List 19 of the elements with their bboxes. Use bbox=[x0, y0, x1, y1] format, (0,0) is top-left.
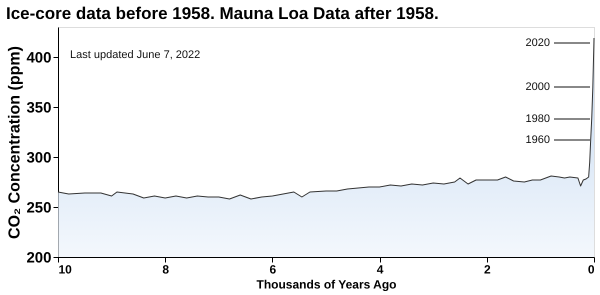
x-tick-label: 10 bbox=[58, 262, 72, 276]
x-tick-label: 4 bbox=[376, 262, 384, 276]
annotation: 2020 bbox=[526, 37, 550, 49]
x-tick-label: 0 bbox=[588, 262, 595, 276]
y-tick-label: 250 bbox=[26, 200, 52, 216]
y-tick-label: 200 bbox=[26, 250, 52, 266]
annotation: 2000 bbox=[526, 81, 550, 93]
y-axis-title: CO₂ Concentration (ppm) bbox=[6, 46, 24, 239]
y-tick-label: 350 bbox=[26, 100, 52, 116]
x-tick-label: 2 bbox=[484, 262, 491, 276]
annotation: 1980 bbox=[526, 113, 550, 125]
y-tick-label: 400 bbox=[26, 50, 52, 66]
x-tick-label: 8 bbox=[162, 262, 170, 276]
annotation: Last updated June 7, 2022 bbox=[70, 49, 200, 61]
x-axis-title: Thousands of Years Ago bbox=[256, 278, 397, 292]
annotation: 1960 bbox=[526, 134, 550, 146]
x-tick-label: 6 bbox=[270, 262, 277, 276]
chart-title: Ice-core data before 1958. Mauna Loa Data after 1958. bbox=[6, 4, 439, 23]
y-tick-label: 300 bbox=[26, 150, 52, 166]
